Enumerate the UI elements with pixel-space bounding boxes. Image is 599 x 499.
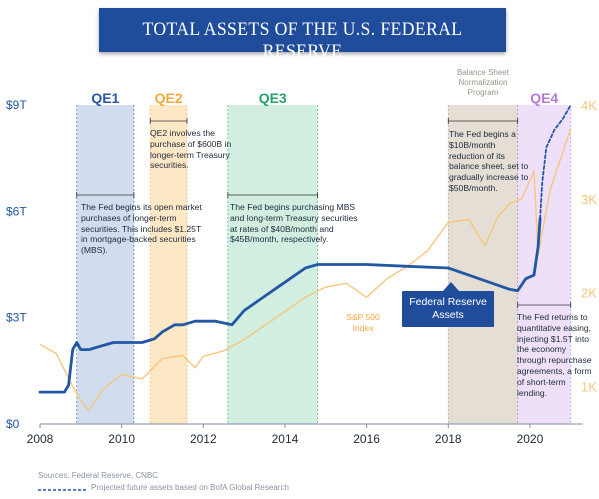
projected-assets-line — [539, 104, 572, 220]
right-axis-tick: 3K — [581, 192, 597, 207]
program-label-line: Normalization — [459, 78, 508, 87]
program-label-qe1: QE1 — [91, 90, 119, 106]
fed-assets-label-line: Federal Reserve — [409, 296, 487, 308]
x-axis-tick: 2016 — [353, 432, 380, 446]
x-axis-tick: 2012 — [190, 432, 217, 446]
annotation-qe1: The Fed begins its open market purchases… — [81, 202, 202, 256]
right-axis-tick: 1K — [581, 379, 597, 394]
x-axis-tick: 2008 — [27, 432, 54, 446]
bracket-qe3 — [227, 192, 319, 198]
program-label-qe4: QE4 — [530, 90, 558, 106]
callout-pointer — [443, 282, 459, 291]
band-fill — [76, 105, 134, 424]
program-label-qe2: QE2 — [155, 90, 183, 106]
title-banner: TOTAL ASSETS OF THE U.S. FEDERAL RESERVE — [99, 8, 506, 62]
bracket-qe1 — [76, 192, 135, 198]
program-band-qe1 — [76, 105, 135, 424]
callout-box — [402, 291, 494, 327]
fed-assets-label-line: Assets — [432, 309, 464, 321]
x-axis-tick: 2014 — [272, 432, 299, 446]
chart-title: TOTAL ASSETS OF THE U.S. FEDERAL RESERVE — [142, 19, 463, 62]
sp500-label-line: S&P 500 — [346, 312, 380, 322]
sp500-line — [39, 128, 572, 412]
fed-assets-callout: Federal Reserve Assets — [402, 282, 494, 327]
sources-note: Sources: Federal Reserve, CNBC — [38, 471, 159, 480]
bracket-normalization — [447, 118, 519, 124]
annotation-qe3: The Fed begins purchasing MBS and long-t… — [230, 202, 358, 245]
left-axis-tick: $0 — [6, 417, 20, 431]
sp500-label-line: Index — [353, 323, 375, 333]
bracket-qe4 — [517, 302, 572, 308]
program-band-balance-sheet-normalization-program — [447, 105, 519, 424]
band-fill — [227, 105, 318, 424]
x-axis-tick: 2020 — [517, 432, 544, 446]
annotation-normalization: The Fed begins a $10B/month reduction of… — [449, 129, 529, 193]
sp500-label: S&P 500 Index — [346, 312, 380, 333]
x-axis-tick: 2018 — [435, 432, 462, 446]
program-band-qe3 — [227, 105, 319, 424]
right-axis-tick: 2K — [581, 286, 597, 301]
bracket-qe2 — [149, 118, 188, 124]
left-axis-tick: $6T — [6, 204, 27, 218]
projection-legend-label: Projected future assets based on BofA Gl… — [91, 483, 289, 492]
right-axis-tick: 4K — [581, 98, 597, 113]
fed-assets-label: Federal Reserve Assets — [409, 296, 487, 321]
program-label-qe3: QE3 — [259, 90, 287, 106]
annotation-qe4: The Fed returns to quantitative easing, … — [517, 312, 592, 398]
band-fill — [150, 105, 187, 424]
left-axis-tick: $3T — [6, 311, 27, 325]
band-fill — [448, 105, 518, 424]
left-axis-tick: $9T — [6, 98, 27, 112]
program-label-normalization: Balance Sheet Normalization Program — [457, 68, 510, 97]
annotation-qe2: QE2 involves the purchase of $600B in lo… — [150, 128, 232, 171]
program-band-qe2 — [149, 105, 188, 424]
projection-legend-icon — [38, 489, 86, 491]
program-label-line: Balance Sheet — [457, 68, 510, 77]
fed-assets-line — [38, 217, 542, 394]
program-label-line: Program — [468, 88, 499, 97]
x-axis-tick: 2010 — [108, 432, 135, 446]
